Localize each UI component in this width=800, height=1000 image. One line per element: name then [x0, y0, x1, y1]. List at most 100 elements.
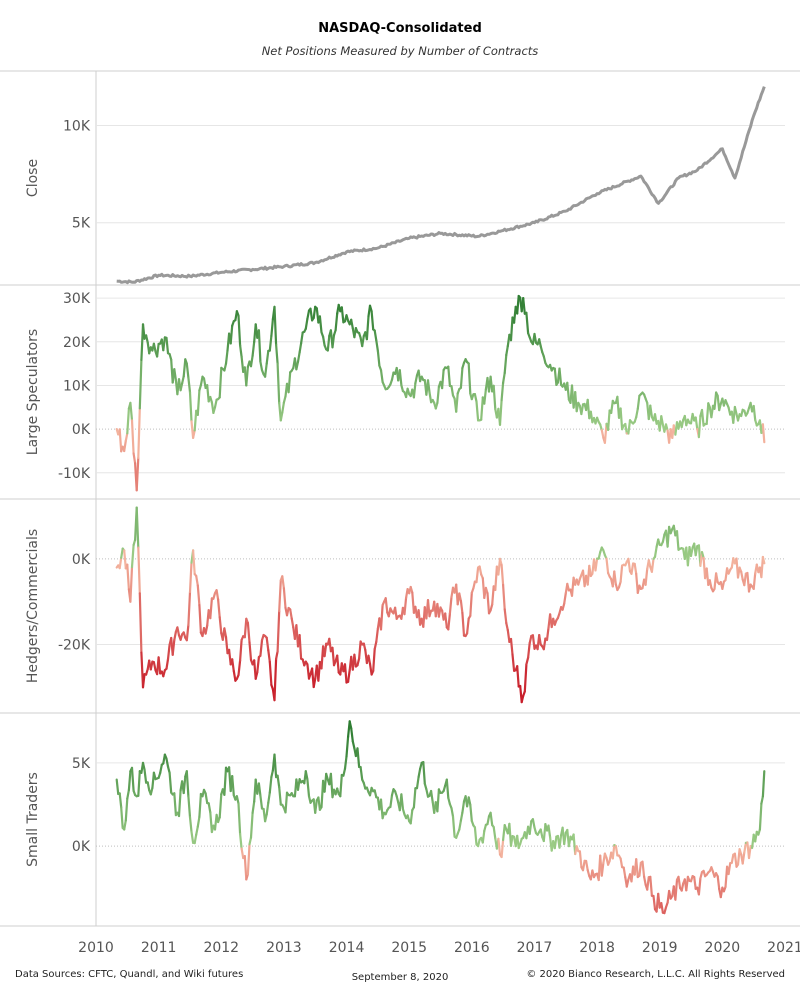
y-axis-title: Hedgers/Commercials — [25, 529, 41, 683]
series-segment — [761, 555, 766, 565]
series-segment — [126, 407, 130, 435]
series-segment — [231, 658, 235, 673]
series-segment — [152, 661, 157, 672]
y-tick-label: -10K — [58, 466, 91, 482]
series-segment — [500, 563, 505, 587]
series-segment — [506, 628, 511, 644]
series-segment — [124, 797, 129, 822]
series-segment — [553, 835, 558, 850]
y-axis-title: Large Speculators — [25, 329, 41, 455]
series-segment — [394, 606, 398, 620]
series-segment — [359, 765, 364, 781]
series-segment — [445, 778, 450, 800]
series-segment — [356, 657, 361, 667]
series-segment — [218, 616, 223, 635]
series-segment — [761, 423, 766, 444]
series-segment — [248, 641, 253, 662]
series-segment — [165, 757, 170, 768]
series-segment — [469, 803, 473, 823]
series-segment — [436, 788, 440, 813]
series-segment — [409, 808, 414, 825]
series-segment — [275, 650, 279, 661]
series-segment — [159, 763, 163, 775]
series-segment — [644, 567, 649, 586]
series-segment — [314, 799, 318, 814]
series-segment — [176, 626, 181, 637]
series-segment — [705, 567, 710, 587]
series-segment — [708, 579, 713, 590]
series-segment — [538, 633, 542, 646]
series-segment — [660, 901, 665, 914]
series-segment — [361, 334, 365, 348]
series-segment — [149, 786, 154, 796]
series-segment — [254, 670, 259, 680]
series-segment — [204, 624, 209, 635]
series-segment — [403, 596, 408, 616]
x-tick-label: 2020 — [705, 940, 741, 956]
series-segment — [145, 334, 149, 344]
series-segment — [287, 371, 292, 394]
series-segment — [123, 549, 127, 570]
series-segment — [165, 658, 170, 670]
y-axis-title: Close — [25, 159, 41, 197]
series-segment — [384, 597, 389, 614]
series-line-small-traders — [115, 720, 766, 915]
series-segment — [246, 621, 251, 644]
series-segment — [115, 778, 120, 796]
series-segment — [600, 429, 605, 439]
series-segment — [276, 774, 281, 789]
series-segment — [447, 612, 451, 631]
series-segment — [458, 592, 462, 602]
series-segment — [600, 861, 605, 877]
copyright: © 2020 Bianco Research, L.L.C. All Right… — [526, 969, 785, 980]
series-segment — [509, 637, 514, 656]
series-segment — [414, 374, 419, 385]
series-segment — [279, 411, 284, 422]
series-segment — [181, 375, 185, 385]
series-segment — [353, 653, 357, 668]
series-segment — [417, 767, 422, 779]
series-segment — [581, 859, 586, 872]
series-segment — [400, 793, 404, 811]
series-segment — [149, 660, 154, 671]
series-segment — [270, 318, 274, 337]
series-segment — [129, 565, 134, 603]
series-segment — [697, 877, 702, 896]
series-segment — [680, 882, 685, 892]
series-segment — [331, 646, 336, 667]
series-segment — [489, 811, 494, 827]
series-segment — [347, 669, 351, 683]
series-segment — [761, 770, 766, 798]
series-segment — [558, 367, 563, 386]
series-segment — [264, 362, 268, 378]
series-segment — [467, 796, 472, 807]
series-segment — [614, 844, 619, 857]
y-tick-label: 20K — [63, 335, 91, 351]
series-segment — [486, 592, 491, 615]
x-tick-label: 2012 — [203, 940, 239, 956]
series-segment — [173, 792, 177, 817]
series-segment — [304, 770, 309, 781]
series-segment — [694, 544, 699, 557]
series-segment — [296, 351, 301, 363]
series-segment — [198, 603, 202, 634]
series-segment — [273, 305, 278, 346]
series-segment — [566, 381, 571, 401]
series-segment — [373, 329, 378, 342]
series-segment — [193, 409, 198, 432]
series-segment — [694, 416, 699, 431]
series-segment — [130, 419, 135, 455]
series-segment — [747, 844, 752, 860]
series-segment — [373, 789, 378, 799]
series-segment — [450, 385, 455, 397]
y-tick-label: 5K — [72, 756, 91, 772]
series-segment — [182, 358, 187, 378]
series-segment — [257, 329, 262, 363]
series-segment — [239, 638, 243, 662]
series-segment — [752, 572, 757, 591]
series-segment — [606, 409, 611, 431]
series-segment — [650, 557, 655, 573]
series-segment — [511, 653, 516, 672]
series-segment — [267, 649, 271, 664]
series-segment — [542, 355, 547, 365]
